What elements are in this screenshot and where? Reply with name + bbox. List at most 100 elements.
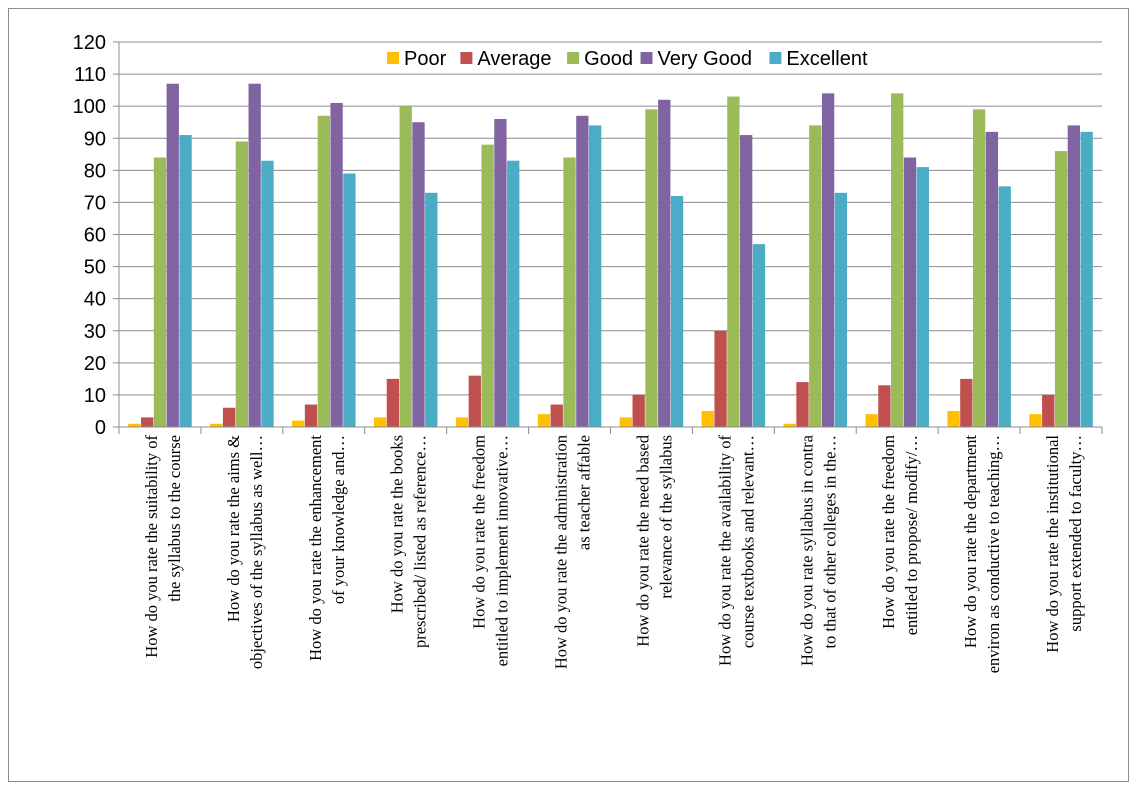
bar [563, 157, 576, 427]
gridlines [119, 41, 1102, 396]
bar [425, 192, 438, 427]
bar [373, 417, 387, 427]
bar [304, 404, 318, 427]
bar [903, 157, 917, 427]
bar [916, 167, 929, 427]
chart-frame: 0 10 20 30 40 50 60 70 80 90 100 110 120 How do you … [8, 8, 1129, 782]
bar [1042, 394, 1055, 427]
y-tick-label: 10 [84, 385, 106, 407]
y-tick-label: 100 [73, 96, 106, 118]
bar [317, 115, 330, 428]
legend-swatch [769, 52, 782, 64]
x-category-label: the syllabus to the course [165, 435, 184, 602]
bar [128, 423, 141, 427]
legend-entry: Poor [404, 48, 447, 70]
bar [752, 244, 766, 427]
bar [947, 410, 960, 427]
bar [481, 144, 494, 427]
bar [960, 378, 973, 427]
bar [714, 330, 727, 427]
legend-swatch [460, 52, 473, 64]
bar [985, 131, 999, 427]
bar [658, 99, 671, 427]
bar [507, 160, 520, 428]
y-tick-label: 40 [84, 289, 106, 311]
x-category-label: How do you rate the enhancement [306, 435, 325, 661]
x-category-label: as teacher affable [575, 435, 594, 550]
bar [727, 96, 740, 428]
y-tick-label: 0 [95, 417, 106, 439]
bar [292, 420, 305, 427]
bars [128, 83, 1093, 428]
bar [701, 410, 714, 427]
bar [834, 192, 848, 427]
legend-swatch [567, 52, 580, 64]
legend-entry: Very Good [658, 48, 753, 70]
x-category-label: relevance of the syllabus [656, 435, 675, 599]
x-category-label: How do you rate the aims & [224, 435, 243, 622]
axes [113, 41, 1103, 434]
bar [972, 109, 986, 427]
bar [878, 385, 891, 427]
bar [399, 106, 412, 428]
bar [1029, 414, 1042, 427]
bar [153, 157, 167, 427]
y-tick-label: 50 [84, 257, 106, 279]
x-category-label: How do you rate the administration [552, 435, 571, 669]
bar [210, 423, 223, 427]
x-category-label: How do you rate the availability of [715, 434, 734, 665]
x-category-label: How do you rate the books [388, 435, 407, 613]
x-category-label: How do you rate the institutional [1043, 435, 1062, 653]
y-tick-label: 30 [84, 321, 106, 343]
bar [632, 394, 645, 427]
bar [1067, 125, 1080, 428]
y-tick-label: 60 [84, 225, 106, 247]
x-category-label: entitled to propose/ modify/… [902, 435, 921, 635]
bar [494, 119, 507, 427]
y-tick-label: 120 [73, 32, 106, 54]
legend-entry: Excellent [786, 48, 868, 70]
bar [1054, 151, 1068, 428]
legend-entry: Good [584, 48, 633, 70]
bar [330, 102, 343, 427]
x-category-label: How do you rate the freedom [470, 435, 489, 629]
bar [670, 196, 684, 427]
bar [645, 109, 658, 427]
bar [588, 125, 602, 428]
y-tick-label: 90 [84, 128, 106, 150]
bar [468, 375, 481, 427]
bar [222, 407, 236, 427]
bar [179, 135, 192, 427]
x-category-label: objectives of the syllabus as well… [247, 435, 266, 669]
x-category-label: How do you rate the need based [633, 434, 652, 646]
bar-chart: 0 10 20 30 40 50 60 70 80 90 100 110 120 How do you … [73, 32, 1103, 673]
x-category-label: How do you rate syllabus in contra [797, 434, 816, 666]
bar [248, 83, 261, 427]
y-tick-labels: 0 10 20 30 40 50 60 70 80 90 100 110 120 [73, 32, 106, 439]
bar [998, 186, 1011, 427]
bar [261, 160, 274, 428]
bar [796, 382, 809, 427]
y-tick-label: 20 [84, 353, 106, 375]
legend-swatch [640, 52, 653, 64]
bar [455, 417, 469, 427]
x-category-label: support extended to faculty… [1066, 435, 1085, 632]
y-tick-label: 110 [74, 64, 106, 86]
x-category-label: How do you rate the freedom [879, 435, 898, 629]
x-category-label: environ as conductive to teaching… [984, 435, 1003, 673]
x-category-label: How do you rate the department [961, 435, 980, 648]
x-category-labels: How do you rate the suitability of the sy… [142, 434, 1085, 673]
bar [412, 122, 425, 427]
bar [386, 378, 400, 427]
y-tick-label: 80 [84, 160, 106, 182]
y-tick-label: 70 [84, 192, 106, 214]
bar [619, 417, 633, 427]
bar [235, 141, 249, 428]
legend: Poor Average Good Very Good Excellent [387, 48, 868, 70]
bar [821, 93, 835, 427]
x-category-label: of your knowledge and… [329, 435, 348, 604]
bar [537, 414, 551, 427]
legend-swatch [387, 52, 399, 64]
bar [865, 414, 878, 427]
bar [809, 125, 822, 428]
